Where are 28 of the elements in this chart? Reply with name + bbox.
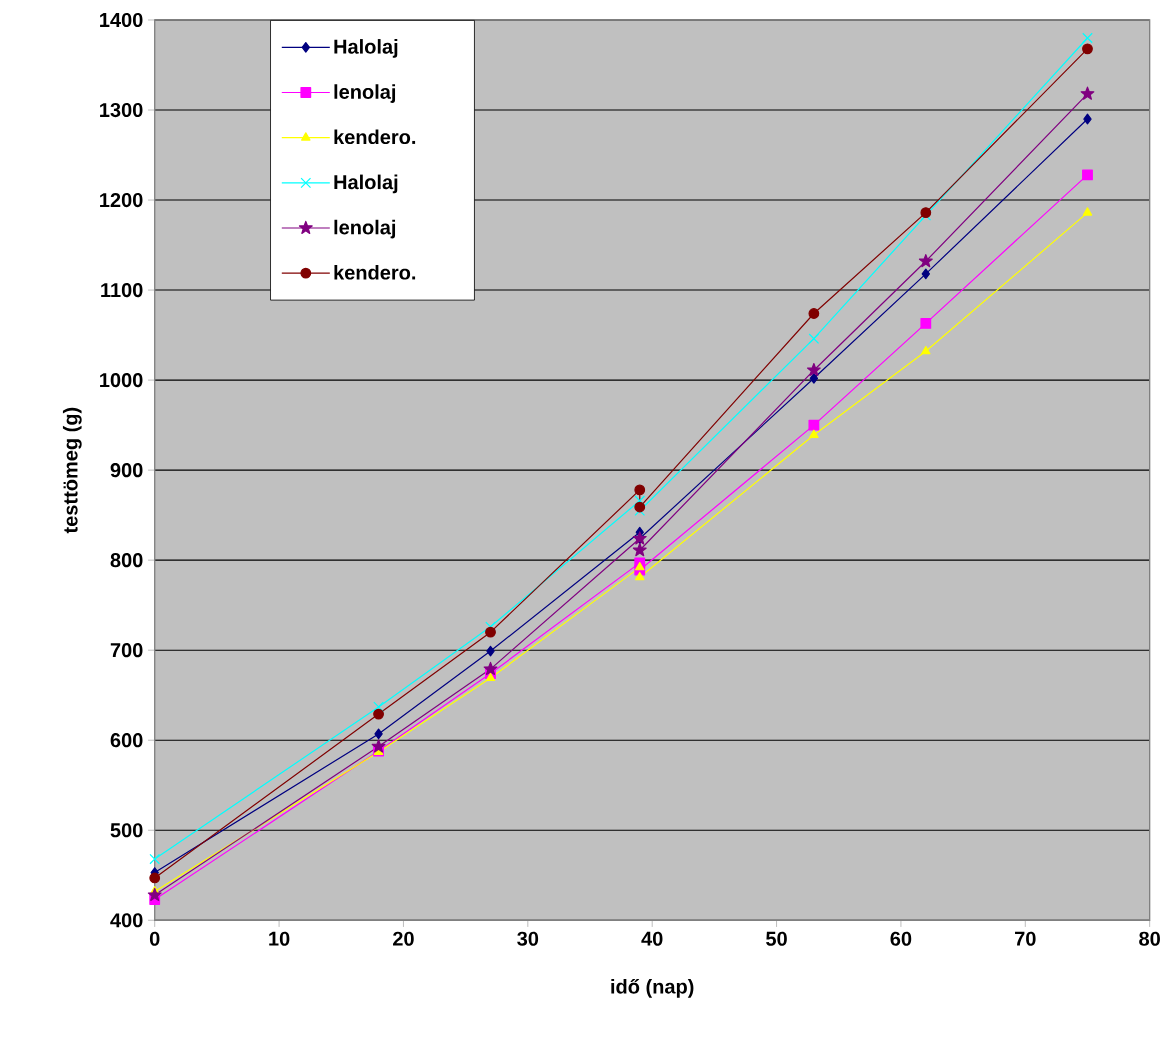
x-tick-label: 20 [393, 931, 414, 946]
y-tick-label: 1400 [100, 12, 143, 27]
x-tick-label: 40 [641, 931, 663, 946]
x-tick-label: 0 [149, 931, 160, 946]
legend-label: lenolaj [334, 219, 396, 239]
y-axis-title: testtömeg (g) [62, 407, 82, 534]
y-tick-label: 800 [110, 552, 143, 568]
x-tick-label: 50 [766, 931, 787, 946]
y-tick-label: 600 [110, 732, 143, 748]
legend-label: lenolaj [334, 84, 396, 103]
y-tick-label: 1100 [101, 282, 143, 298]
y-tick-label: 1200 [100, 192, 143, 207]
x-tick-label: 60 [890, 931, 912, 946]
legend-label: kendero. [334, 129, 416, 144]
x-tick-label: 10 [269, 931, 290, 946]
legend-label: kendero. [334, 264, 416, 280]
y-tick-label: 1300 [100, 102, 143, 117]
x-axis-title: idő (nap) [611, 978, 694, 998]
y-tick-label: 400 [110, 913, 143, 928]
y-tick-label: 900 [110, 462, 143, 478]
legend-label: Halolaj [334, 174, 398, 194]
y-tick-label: 1000 [100, 372, 143, 388]
y-tick-label: 700 [110, 642, 143, 658]
y-tick-label: 500 [110, 823, 143, 838]
legend-label: Halolaj [334, 38, 398, 58]
x-tick-label: 30 [517, 931, 539, 946]
x-tick-label: 70 [1015, 931, 1036, 946]
x-tick-label: 80 [1139, 931, 1160, 946]
